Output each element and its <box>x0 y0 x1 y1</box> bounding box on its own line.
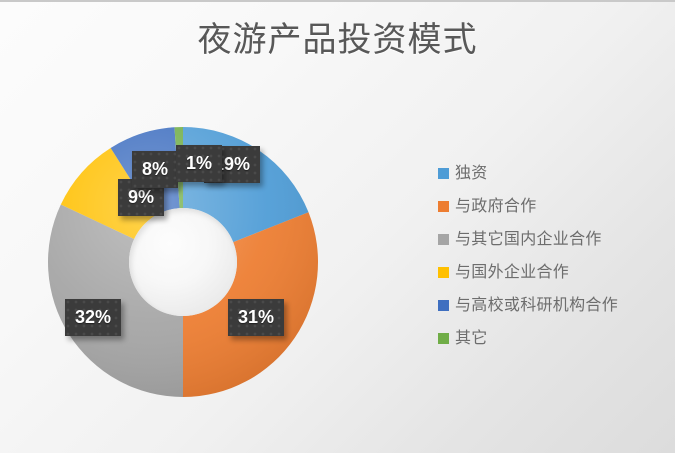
legend-item-with-foreign-enterprise[interactable]: 与国外企业合作 <box>438 256 663 289</box>
legend-item-label: 与其它国内企业合作 <box>455 230 602 248</box>
legend-swatch-icon <box>438 201 449 212</box>
legend-swatch-icon <box>438 267 449 278</box>
legend-item-with-domestic-enterprise[interactable]: 与其它国内企业合作 <box>438 223 663 256</box>
legend-item-label: 独资 <box>455 164 488 182</box>
legend-item-with-university-research[interactable]: 与高校或科研机构合作 <box>438 289 663 322</box>
data-label-with-domestic-enterprise: 32% <box>65 299 122 336</box>
legend-item-label: 与政府合作 <box>455 197 537 215</box>
legend-swatch-icon <box>438 300 449 311</box>
legend-item-with-government[interactable]: 与政府合作 <box>438 190 663 223</box>
chart-title: 夜游产品投资模式 <box>197 21 478 59</box>
legend-swatch-icon <box>438 168 449 179</box>
legend-swatch-icon <box>438 234 449 245</box>
data-label-with-university-research: 8% <box>132 151 179 188</box>
legend-swatch-icon <box>438 333 449 344</box>
data-label-other: 1% <box>176 145 223 182</box>
legend-item-label: 与国外企业合作 <box>455 263 570 281</box>
legend-item-label: 其它 <box>455 329 488 347</box>
chart-plot-area: 8% 1% 19% 31% 32% 9% <box>40 119 326 405</box>
chart-legend: 独资 与政府合作 与其它国内企业合作 与国外企业合作 与高校或科研机构合作 其它 <box>438 157 663 355</box>
legend-item-sole-investment[interactable]: 独资 <box>438 157 663 190</box>
data-label-with-government: 31% <box>228 299 285 336</box>
legend-item-other[interactable]: 其它 <box>438 322 663 355</box>
legend-item-label: 与高校或科研机构合作 <box>455 296 619 314</box>
